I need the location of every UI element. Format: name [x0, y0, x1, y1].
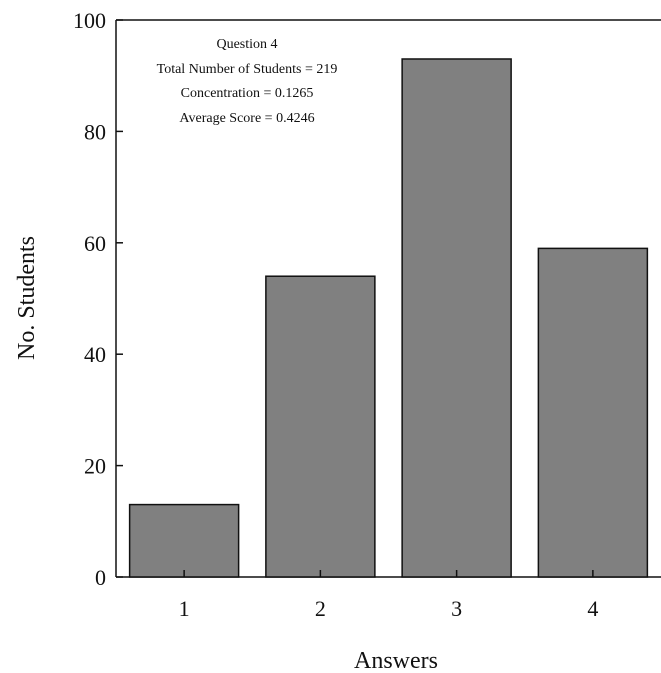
y-tick-label-0: 0 — [95, 565, 106, 590]
y-tick-label-80: 80 — [84, 119, 106, 144]
y-axis-title: No. Students — [14, 236, 40, 360]
y-tick-label-20: 20 — [84, 454, 106, 479]
bars-group — [128, 58, 649, 578]
bar-4 — [537, 247, 649, 578]
y-tick-label-40: 40 — [84, 342, 106, 367]
y-ticks-group: 0 20 40 60 80 100 — [73, 8, 123, 590]
x-tick-label-1: 1 — [179, 596, 190, 621]
annotation-total-students: Total Number of Students = 219 — [157, 62, 338, 77]
x-ticks-group: 1 2 3 4 — [179, 570, 598, 621]
bar-1 — [128, 503, 240, 578]
annotation-block: Question 4 Total Number of Students = 21… — [157, 37, 338, 126]
y-tick-label-100: 100 — [73, 8, 106, 33]
x-axis-title: Answers — [354, 648, 438, 673]
annotation-average-score: Average Score = 0.4246 — [179, 111, 314, 126]
x-tick-label-4: 4 — [587, 596, 598, 621]
x-tick-label-2: 2 — [315, 596, 326, 621]
annotation-question: Question 4 — [216, 37, 277, 52]
x-tick-label-3: 3 — [451, 596, 462, 621]
bar-3 — [401, 58, 512, 578]
annotation-concentration: Concentration = 0.1265 — [181, 86, 314, 101]
bar-2 — [265, 275, 376, 578]
y-tick-label-60: 60 — [84, 231, 106, 256]
